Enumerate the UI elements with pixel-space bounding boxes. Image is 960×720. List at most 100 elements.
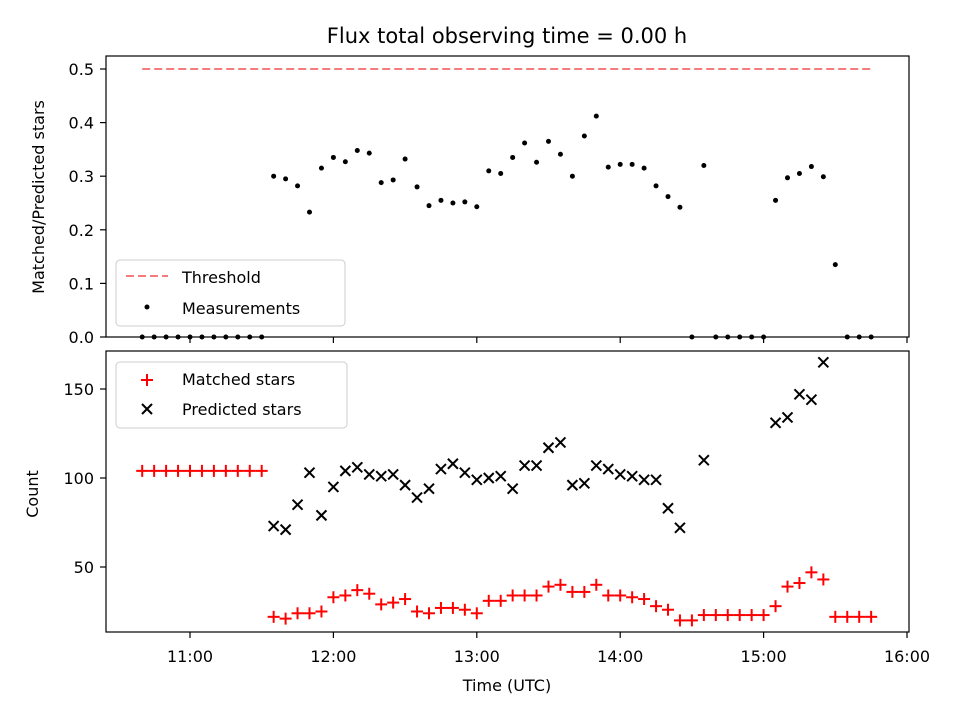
matched-star-point <box>865 610 878 623</box>
measurement-point <box>629 161 635 167</box>
matched-star-point <box>614 589 627 602</box>
top-y-tick-label: 0.1 <box>69 274 94 293</box>
measurement-point <box>593 113 599 119</box>
matched-star-point <box>315 605 328 618</box>
measurement-point <box>342 159 348 165</box>
matched-legend-swatch <box>141 374 153 386</box>
measurement-point <box>378 180 384 186</box>
legend-measurements-label: Measurements <box>182 299 300 318</box>
predicted-star-point <box>447 458 459 470</box>
matched-star-point <box>219 464 232 477</box>
matched-star-point <box>662 603 674 616</box>
matched-star-point <box>172 464 185 477</box>
bottom-y-axis: 50 100 150 <box>63 380 106 577</box>
predicted-star-point <box>399 479 411 491</box>
matched-star-point <box>255 464 268 477</box>
measurement-point <box>402 156 408 162</box>
matched-star-point <box>423 607 435 620</box>
predicted-star-point <box>518 459 531 472</box>
matched-star-point <box>399 593 412 606</box>
predicted-star-point <box>578 477 591 490</box>
x-tick-label: 13:00 <box>454 647 500 666</box>
matched-star-point <box>781 580 794 593</box>
matched-star-point <box>339 589 352 602</box>
legend-threshold-label: Threshold <box>181 268 261 287</box>
predicted-star-point <box>315 509 328 522</box>
top-panel: 0.0 0.1 0.2 0.3 0.4 0.5 Matched/Predicted sta… <box>29 55 910 347</box>
measurement-point <box>773 197 779 203</box>
measurements-legend-swatch <box>144 304 150 310</box>
top-y-tick-label: 0.0 <box>69 328 94 347</box>
matched-star-point <box>602 589 615 602</box>
predicted-star-point <box>506 482 519 495</box>
predicted-star-point <box>769 417 782 429</box>
matched-star-point <box>387 596 400 609</box>
measurement-point <box>796 171 802 177</box>
matched-star-point <box>554 578 567 591</box>
matched-star-point <box>638 593 651 606</box>
matched-star-point <box>673 614 686 627</box>
measurement-point <box>677 204 683 210</box>
matched-star-point <box>160 464 173 477</box>
predicted-star-point <box>566 479 579 491</box>
matched-star-point <box>650 600 663 613</box>
measurement-point <box>307 209 312 215</box>
matched-star-point <box>231 464 244 477</box>
bottom-y-axis-label: Count <box>23 470 42 518</box>
measurement-point <box>785 175 790 181</box>
measurement-point <box>534 159 540 165</box>
x-tick-label: 14:00 <box>597 647 643 666</box>
matched-star-point <box>757 609 770 622</box>
bottom-x-axis: 11:00 12:00 13:00 14:00 15:00 16:00 <box>167 632 930 666</box>
predicted-star-point <box>471 474 483 486</box>
predicted-star-point <box>662 502 674 514</box>
matched-star-point <box>195 464 208 477</box>
matched-star-point <box>518 589 531 602</box>
matched-star-point <box>841 610 854 623</box>
measurement-point <box>426 203 432 209</box>
measurement-point <box>832 262 838 268</box>
predicted-star-point <box>554 436 567 449</box>
predicted-star-point <box>387 468 399 481</box>
matched-star-point <box>697 609 710 622</box>
matched-star-point <box>184 464 196 477</box>
matched-star-point <box>458 603 471 616</box>
top-axes-frame <box>105 55 910 338</box>
measurement-point <box>354 147 360 153</box>
matched-star-point <box>793 577 806 590</box>
matched-star-point <box>303 607 316 620</box>
measurement-point <box>330 154 336 160</box>
matched-star-point <box>733 609 746 622</box>
measurement-point <box>546 138 551 144</box>
bottom-axes-frame <box>105 350 910 633</box>
measurement-point <box>808 164 814 170</box>
matched-star-point <box>267 610 280 623</box>
matched-star-point <box>590 578 603 591</box>
matched-star-point <box>805 566 818 579</box>
predicted-star-point <box>483 472 495 484</box>
matched-star-point <box>721 609 734 622</box>
measurement-point <box>414 184 420 190</box>
x-axis-label: Time (UTC) <box>462 676 551 695</box>
bottom-legend: Matched stars Predicted stars <box>115 361 348 429</box>
measurement-point <box>318 165 324 171</box>
measurement-point <box>283 176 289 182</box>
matched-star-point <box>351 584 364 597</box>
predicted-star-point <box>303 466 316 479</box>
predicted-star-point <box>674 522 686 534</box>
measurement-point <box>390 177 396 183</box>
matched-star-point <box>685 614 698 627</box>
predicted-star-point <box>327 481 340 493</box>
predicted-legend-swatch <box>141 403 153 415</box>
predicted-star-point <box>614 468 626 481</box>
measurement-point <box>820 174 826 180</box>
matched-star-point <box>470 607 483 620</box>
matched-star-point <box>530 589 543 602</box>
predicted-star-point <box>817 356 830 369</box>
matched-star-point <box>542 580 555 593</box>
measurement-point <box>450 200 456 206</box>
x-tick-label: 12:00 <box>310 647 356 666</box>
predicted-star-point <box>494 470 507 482</box>
